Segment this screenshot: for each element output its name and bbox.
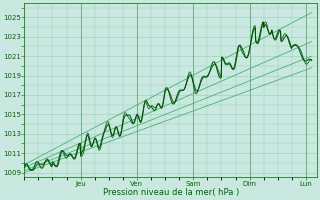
X-axis label: Pression niveau de la mer( hPa ): Pression niveau de la mer( hPa ) [103,188,239,197]
